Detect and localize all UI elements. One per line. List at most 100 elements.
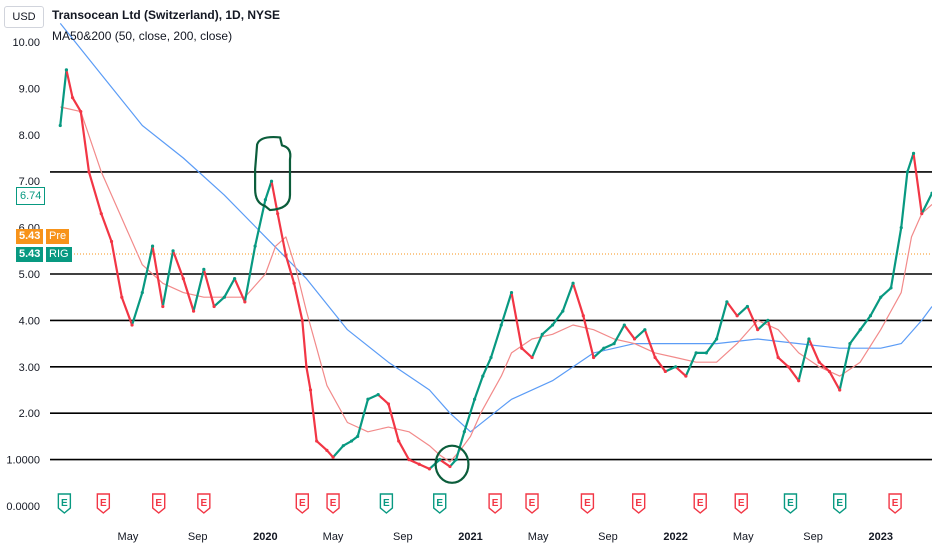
earnings-icon: [693, 493, 707, 514]
price-point: [407, 458, 411, 462]
earnings-label: E: [492, 498, 499, 509]
earnings-marker[interactable]: E: [693, 493, 707, 514]
price-point: [715, 337, 719, 341]
price-segment: [674, 365, 687, 378]
price-point: [591, 355, 596, 360]
earnings-marker[interactable]: E: [379, 493, 394, 514]
price-segment: [705, 337, 718, 354]
earnings-icon: [888, 493, 902, 514]
price-segment: [276, 212, 287, 257]
premarket-price-badge: 5.43: [16, 229, 44, 244]
price-point: [263, 198, 267, 202]
price-segment: [202, 268, 216, 308]
price-point: [462, 430, 466, 434]
earnings-icon: [326, 493, 340, 514]
price-point: [602, 346, 606, 350]
price-segment: [725, 300, 739, 317]
price-segment: [766, 319, 780, 359]
earnings-icon: [631, 493, 646, 514]
price-segment: [787, 365, 800, 382]
price-segment: [254, 198, 267, 248]
price-segment: [366, 393, 380, 401]
price-point: [269, 179, 274, 183]
price-segment: [807, 337, 821, 364]
x-tick-label: Sep: [803, 531, 823, 543]
price-point: [674, 365, 678, 369]
price-point: [99, 212, 103, 216]
price-point: [571, 281, 575, 285]
price-point: [868, 314, 873, 318]
y-tick-label: 3.00: [19, 362, 40, 374]
earnings-label: E: [383, 498, 390, 509]
price-segment: [500, 291, 513, 327]
x-tick-label: 2023: [868, 531, 892, 543]
earnings-label: E: [299, 498, 306, 509]
x-tick-label: Sep: [393, 531, 413, 543]
earnings-label: E: [738, 498, 745, 509]
price-point: [735, 314, 739, 318]
price-segment: [151, 245, 164, 308]
earnings-marker[interactable]: E: [783, 493, 798, 514]
price-segment: [264, 180, 273, 201]
price-segment: [65, 68, 74, 99]
earnings-label: E: [155, 498, 162, 509]
price-point: [581, 314, 585, 318]
price-segment: [284, 254, 296, 285]
price-point: [540, 332, 544, 336]
earnings-marker[interactable]: E: [888, 493, 902, 514]
price-segment: [582, 314, 595, 359]
price-point: [694, 351, 698, 355]
earnings-marker[interactable]: E: [631, 493, 646, 514]
earnings-icon: [57, 493, 72, 514]
price-segment: [889, 226, 903, 290]
earnings-icon: [197, 493, 211, 514]
earnings-marker[interactable]: E: [734, 493, 748, 514]
x-tick-label: May: [323, 531, 344, 543]
earnings-marker[interactable]: E: [57, 493, 72, 514]
price-segment: [387, 402, 400, 443]
price-point: [397, 439, 401, 443]
indicator-legend[interactable]: MA50&200 (50, close, 200, close): [52, 29, 233, 43]
earnings-marker[interactable]: E: [197, 493, 211, 514]
premarket-label: Pre: [46, 229, 70, 244]
price-point: [233, 277, 237, 281]
price-point: [212, 304, 216, 309]
currency-selector[interactable]: USD: [4, 6, 44, 28]
price-point: [499, 323, 503, 327]
price-segment: [473, 374, 484, 401]
price-segment: [233, 277, 246, 303]
earnings-marker[interactable]: E: [96, 493, 111, 514]
price-segment: [612, 323, 626, 345]
price-segment: [489, 323, 503, 359]
price-segment: [541, 323, 554, 336]
earnings-icon: [525, 493, 539, 514]
earnings-marker[interactable]: E: [326, 493, 340, 514]
earnings-marker[interactable]: E: [152, 493, 166, 514]
price-segment: [859, 314, 872, 331]
earnings-icon: [379, 493, 394, 514]
ma50-line: [60, 106, 932, 463]
earnings-label: E: [100, 498, 107, 509]
price-point: [632, 337, 637, 341]
price-point: [807, 337, 811, 341]
price-point: [472, 397, 477, 401]
price-point: [308, 388, 313, 392]
earnings-marker[interactable]: E: [488, 493, 502, 514]
earnings-icon: [433, 493, 447, 514]
price-segment: [869, 296, 882, 317]
price-segment: [171, 249, 185, 280]
earnings-label: E: [584, 498, 591, 509]
price-segment: [653, 356, 667, 373]
price-point: [827, 369, 832, 374]
earnings-marker[interactable]: E: [832, 493, 847, 514]
earnings-marker[interactable]: E: [433, 493, 447, 514]
earnings-marker[interactable]: E: [295, 493, 309, 514]
price-point: [481, 374, 485, 378]
annotation-box: [254, 136, 292, 212]
price-segment: [212, 296, 226, 308]
earnings-marker[interactable]: E: [580, 493, 595, 514]
earnings-marker[interactable]: E: [525, 493, 539, 514]
price-point: [202, 267, 206, 271]
